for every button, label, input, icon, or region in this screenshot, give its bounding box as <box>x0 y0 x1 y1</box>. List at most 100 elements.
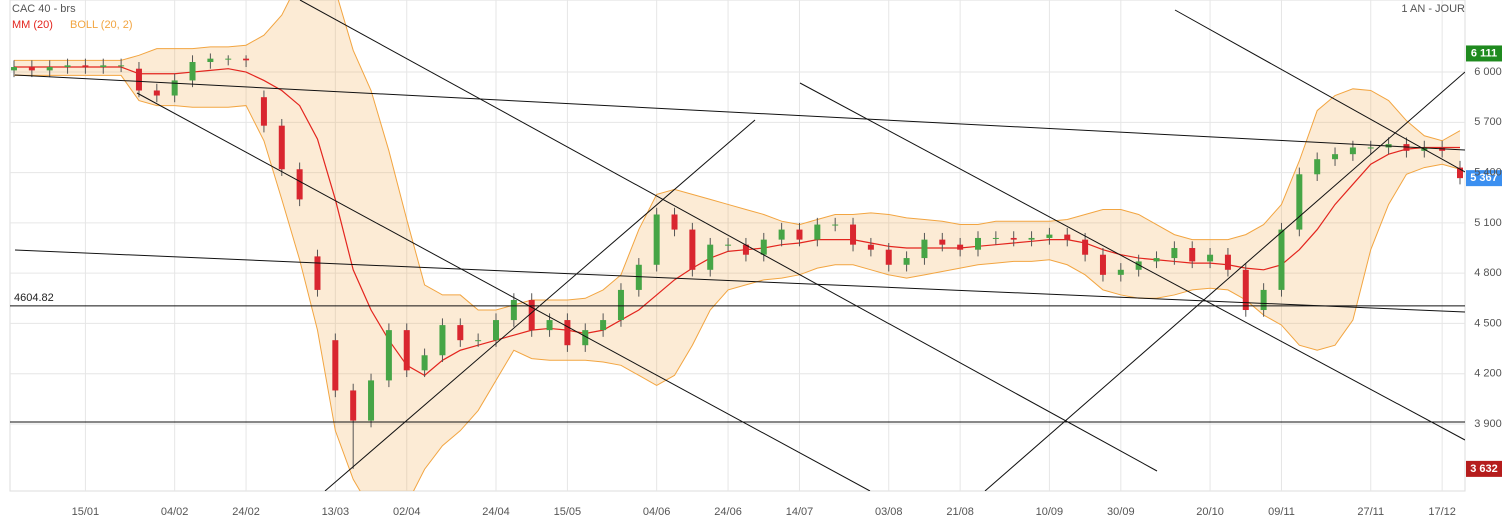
x-tick-label: 09/11 <box>1268 506 1295 518</box>
price-badge <box>1466 45 1502 62</box>
y-tick-label: 4 200 <box>1474 368 1502 380</box>
candle-body <box>1349 147 1356 155</box>
x-tick-label: 15/05 <box>554 506 582 518</box>
candle-body <box>725 244 732 246</box>
candle-body <box>278 125 285 170</box>
x-tick-label: 04/02 <box>161 506 189 518</box>
trendline <box>136 92 871 491</box>
candle-body <box>82 65 89 68</box>
candle-body <box>689 229 696 270</box>
band-upper <box>14 0 1461 311</box>
price-badge <box>1466 460 1502 477</box>
candle-body <box>1207 254 1214 262</box>
x-tick-label: 21/08 <box>946 506 974 518</box>
candle-body <box>439 325 446 356</box>
period: 1 AN - JOUR <box>1401 3 1465 15</box>
candle-body <box>64 65 71 68</box>
candle-body <box>1367 147 1374 149</box>
candle-body <box>867 244 874 250</box>
candle-body <box>332 340 339 391</box>
y-tick-label: 6 000 <box>1474 66 1502 78</box>
candle-body <box>153 90 160 96</box>
candle-body <box>1135 261 1142 270</box>
x-tick-label: 04/06 <box>643 506 671 518</box>
bollinger <box>14 0 1461 491</box>
candle-body <box>225 58 232 60</box>
x-tick-label: 10/09 <box>1036 506 1064 518</box>
price-badge <box>1466 170 1502 187</box>
candle-body <box>11 67 17 71</box>
trendline <box>299 0 1158 472</box>
candle-body <box>1171 248 1178 259</box>
candle-body <box>707 244 714 270</box>
candle-body <box>1260 289 1267 311</box>
trendline <box>984 71 1465 491</box>
legend-ma: MM (20) <box>12 19 53 31</box>
plot-area <box>9 0 1466 492</box>
candle-body <box>1153 258 1160 262</box>
price-badge-label: 3 632 <box>1470 463 1498 475</box>
y-tick-label: 3 900 <box>1474 418 1502 430</box>
grid <box>10 0 1465 491</box>
x-tick-label: 14/07 <box>786 506 814 518</box>
candle-body <box>957 244 964 250</box>
candle-body <box>850 224 857 245</box>
x-tick-label: 02/04 <box>393 506 421 518</box>
x-tick-label: 27/11 <box>1357 506 1384 518</box>
candle-body <box>1278 229 1285 290</box>
candle-body <box>1010 237 1017 240</box>
candle-body <box>1064 234 1071 240</box>
candle-body <box>421 355 428 371</box>
candle-body <box>457 325 464 341</box>
candle-body <box>760 239 767 255</box>
candle-body <box>118 65 125 67</box>
candle-body <box>1224 254 1231 270</box>
y-tick-label: 4 500 <box>1474 317 1502 329</box>
price-badge-label: 6 111 <box>1471 47 1497 59</box>
candle-body <box>1314 159 1321 175</box>
candle-body <box>135 68 142 91</box>
candle-body <box>296 169 303 200</box>
candle-body <box>368 380 375 421</box>
candle-body <box>510 299 517 321</box>
candle-body <box>1242 269 1249 311</box>
candle-body <box>564 320 571 346</box>
candle-body <box>1332 154 1339 160</box>
candle-body <box>796 229 803 240</box>
candle-body <box>921 239 928 259</box>
x-tick-label: 15/01 <box>72 506 100 518</box>
h-line-label: 4604.82 <box>14 292 54 304</box>
candle-body <box>1296 174 1303 230</box>
candle-body <box>385 330 392 381</box>
candle-body <box>260 97 267 126</box>
chart-title: CAC 40 - brs <box>12 3 76 15</box>
band-lower <box>14 74 1461 491</box>
candle-body <box>1117 269 1124 275</box>
candle-body <box>475 340 482 342</box>
trendline <box>14 249 1465 313</box>
candle-body <box>975 237 981 250</box>
candle-body <box>992 237 999 239</box>
price-badge-label: 5 367 <box>1470 172 1498 184</box>
candle-body <box>1082 239 1089 255</box>
trendline <box>14 74 1465 151</box>
candle-body <box>46 67 53 71</box>
candle-body <box>617 289 624 321</box>
candle-body <box>903 258 910 265</box>
y-tick-label: 4 800 <box>1474 267 1502 279</box>
candle-body <box>100 65 107 68</box>
x-tick-label: 13/03 <box>322 506 350 518</box>
candle-body <box>493 320 499 341</box>
candle-body <box>403 330 410 371</box>
candle-body <box>171 80 178 96</box>
trendline <box>1174 9 1465 173</box>
legend-boll: BOLL (20, 2) <box>70 19 133 31</box>
candle-body <box>742 244 749 255</box>
candle-body <box>28 67 35 71</box>
candle-body <box>207 58 214 63</box>
candle-body <box>1046 234 1053 238</box>
candle-body <box>243 58 250 61</box>
overlay: 4604.82 6 111 5 367 3 632 <box>10 45 1502 477</box>
